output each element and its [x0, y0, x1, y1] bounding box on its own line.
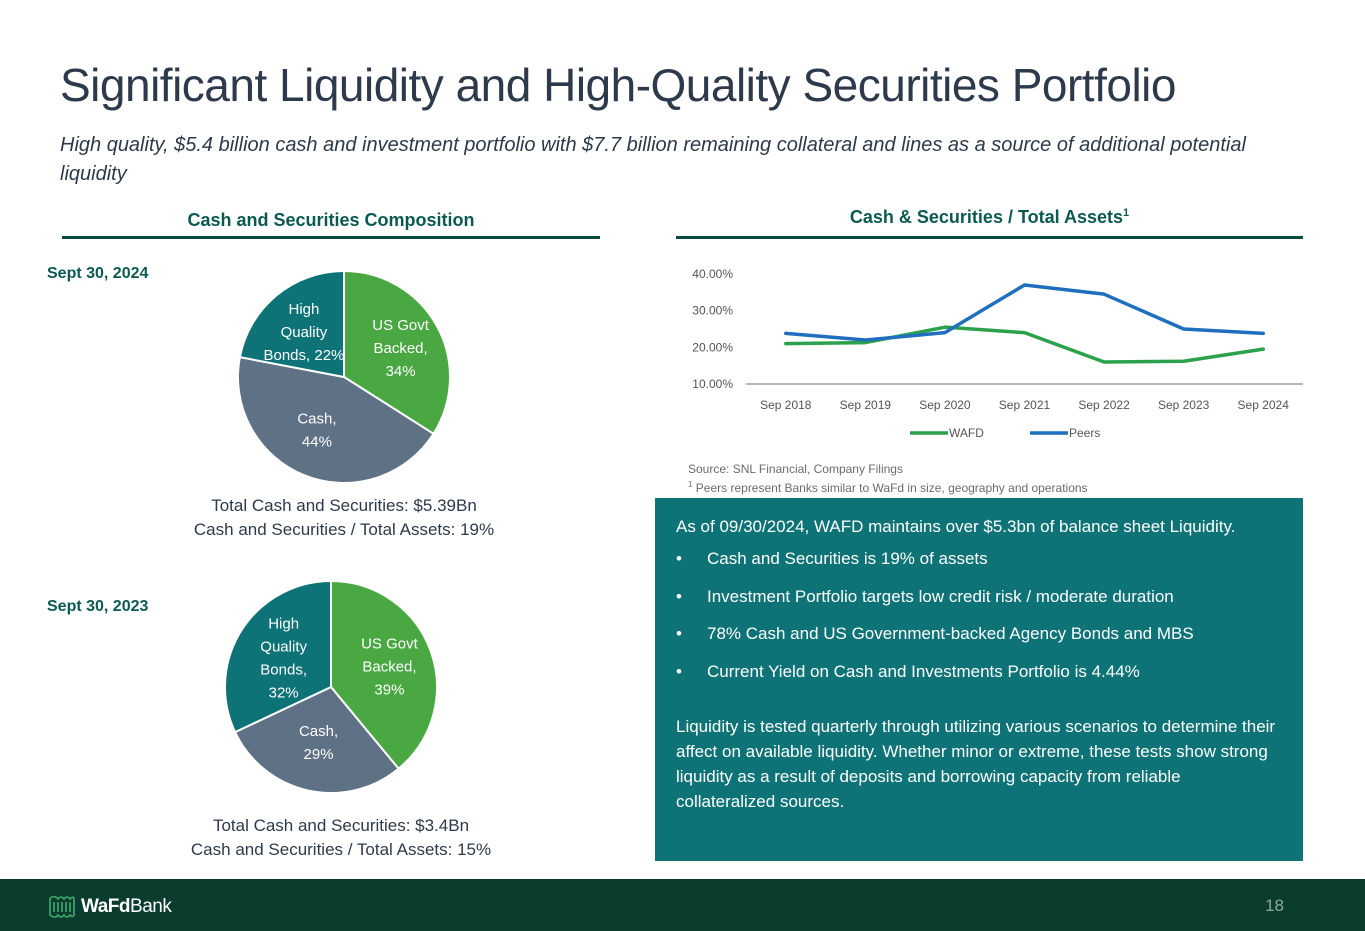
bullet-icon: •	[676, 661, 682, 681]
pie-chart-2024: US Govt Backed, 34% Cash, 44% High Quality Bond…	[237, 269, 451, 484]
wafd-logo: WaFdBank	[47, 893, 172, 921]
liquidity-info-box: As of 09/30/2024, WAFD maintains over $5…	[655, 498, 1303, 861]
info-bullet-text: Cash and Securities is 19% of assets	[707, 549, 988, 568]
line-chart: 40.00% 30.00% 20.00% 10.00% Sep 2018 Sep 2019…	[692, 267, 1303, 440]
y-tick-label: 20.00%	[692, 340, 733, 354]
logo-bold: WaFd	[81, 896, 131, 917]
pie-2023-total: Total Cash and Securities: $3.4Bn	[212, 816, 470, 835]
pie-slice-label: High Quality Bonds, 22%	[263, 301, 344, 364]
pie-2023-date: Sept 30, 2023	[47, 598, 149, 615]
ratio-heading: Cash & Securities / Total Assets1	[676, 207, 1303, 228]
info-bullet: • Current Yield on Cash and Investments P…	[676, 659, 1281, 684]
pie-chart-2023: US Govt Backed, 39% Cash, 29% High Quality Bond…	[224, 579, 438, 794]
info-bullet: • Cash and Securities is 19% of assets	[676, 546, 1281, 571]
ratio-rule	[676, 236, 1303, 239]
info-bullets: • Cash and Securities is 19% of assets • I…	[676, 546, 1281, 684]
pie-2023-caption: Total Cash and Securities: $3.4Bn Cash a…	[141, 814, 541, 862]
pie-slice-cash	[237, 355, 435, 484]
info-bullet: • Investment Portfolio targets low credit…	[676, 584, 1281, 609]
pie-slice-us-govt-backed	[330, 579, 438, 771]
pie-slice-label: High Quality Bonds, 32%	[260, 615, 307, 701]
footer-bar: WaFdBank 18	[0, 879, 1365, 931]
y-tick-label: 40.00%	[692, 267, 733, 281]
x-tick-label: Sep 2020	[919, 398, 971, 412]
pie-2023-ratio: Cash and Securities / Total Assets: 15%	[190, 840, 492, 859]
pie-slice-label: Cash, 44%	[297, 410, 336, 450]
series-line-wafd	[784, 325, 1265, 364]
x-tick-label: Sep 2021	[999, 398, 1051, 412]
page-subtitle: High quality, $5.4 billion cash and inve…	[60, 134, 1246, 185]
bullet-icon: •	[676, 586, 682, 606]
pie-2024-ratio: Cash and Securities / Total Assets: 19%	[193, 520, 495, 539]
pie-slice-label: US Govt Backed, 34%	[372, 317, 430, 380]
bullet-icon: •	[676, 624, 682, 643]
info-closing: Liquidity is tested quarterly through ut…	[676, 716, 1276, 811]
x-tick-label: Sep 2023	[1158, 398, 1210, 412]
series-line-peers	[784, 283, 1265, 342]
composition-rule	[62, 236, 600, 239]
composition-heading: Cash and Securities Composition	[187, 210, 475, 230]
pie-slice-label: US Govt Backed, 39%	[361, 636, 419, 699]
x-tick-label: Sep 2019	[840, 398, 892, 412]
info-bullet-text: 78% Cash and US Government-backed Agency…	[707, 624, 1194, 643]
wafd-logo-text: WaFdBank	[81, 896, 172, 918]
ratio-heading-footnote: 1	[1122, 207, 1130, 219]
pie-slice-label: Cash, 29%	[299, 723, 338, 763]
pie-2024-date: Sept 30, 2024	[47, 265, 149, 282]
info-bullet-text: Investment Portfolio targets low credit …	[707, 586, 1174, 606]
source-note: Source: SNL Financial, Company Filings 1…	[688, 462, 1088, 496]
page-number: 18	[1265, 896, 1284, 915]
y-tick-label: 30.00%	[692, 304, 733, 318]
x-tick-label: Sep 2024	[1238, 398, 1290, 412]
ratio-heading-text: Cash & Securities / Total Assets	[849, 207, 1123, 227]
logo-regular: Bank	[130, 896, 172, 917]
wafd-logo-icon	[49, 895, 75, 918]
source-line: Source: SNL Financial, Company Filings	[688, 462, 903, 476]
legend-label-peers: Peers	[1069, 426, 1100, 440]
page-title: Significant Liquidity and High-Quality S…	[60, 59, 1176, 111]
y-tick-label: 10.00%	[692, 377, 733, 391]
info-bullet: • 78% Cash and US Government-backed Agenc…	[676, 621, 1281, 646]
footnote-line: 1 Peers represent Banks similar to WaFd …	[688, 477, 1088, 496]
pie-slice-high-quality-bonds	[224, 579, 332, 734]
x-tick-label: Sep 2022	[1078, 398, 1130, 412]
bullet-icon: •	[676, 549, 682, 568]
info-intro: As of 09/30/2024, WAFD maintains over $5…	[676, 517, 1236, 536]
legend-label-wafd: WAFD	[949, 426, 984, 440]
footnote-mark: 1	[688, 480, 693, 489]
pie-2024-caption: Total Cash and Securities: $5.39Bn Cash …	[144, 494, 544, 542]
info-bullet-text: Current Yield on Cash and Investments Po…	[707, 661, 1140, 681]
pie-slice-high-quality-bonds	[238, 269, 345, 379]
pie-2024-total: Total Cash and Securities: $5.39Bn	[211, 496, 477, 515]
footnote-text: Peers represent Banks similar to WaFd in…	[692, 481, 1088, 495]
x-tick-label: Sep 2018	[760, 398, 812, 412]
